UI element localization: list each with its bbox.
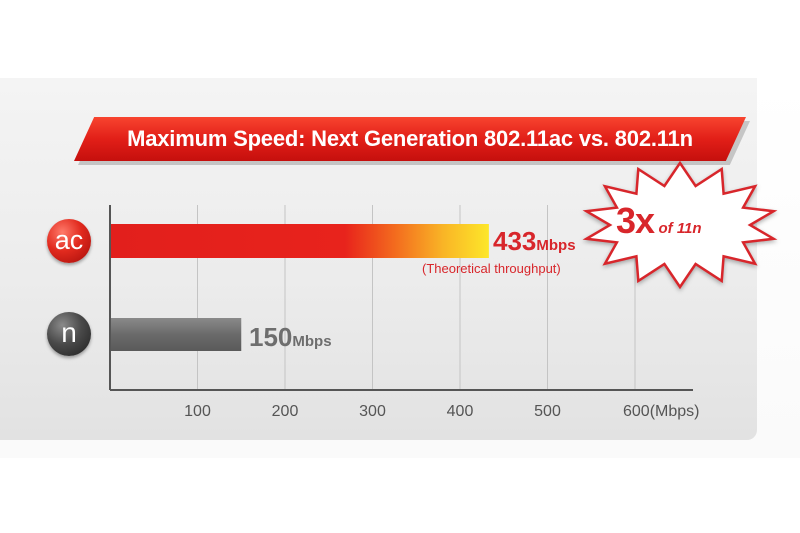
ac-unit: Mbps (536, 237, 576, 254)
x-tick-label: 200 (272, 403, 299, 420)
ac-logo-icon: ac (47, 219, 91, 263)
x-tick-label: 300 (359, 403, 386, 420)
callout-suffix: of 11n (658, 220, 702, 237)
n-unit: Mbps (292, 333, 332, 350)
chart-title: Maximum Speed: Next Generation 802.11ac … (127, 126, 693, 151)
ac-value: 433 (493, 226, 537, 256)
n-logo-icon: n (47, 312, 91, 356)
title-banner (74, 117, 746, 161)
bar-n (110, 318, 242, 351)
bar-ac (110, 224, 489, 258)
ac-note: (Theoretical throughput) (422, 261, 561, 276)
callout-text: 3x of 11n (616, 200, 702, 242)
x-tick-label: 400 (447, 403, 474, 420)
n-value-label: 150Mbps (249, 322, 332, 353)
x-tick-label: 500 (534, 403, 561, 420)
n-value: 150 (249, 322, 293, 352)
callout-multiplier: 3x (616, 200, 655, 241)
ac-value-label: 433Mbps (493, 226, 576, 257)
x-tick-label: 600(Mbps) (623, 403, 699, 420)
x-tick-label: 100 (184, 403, 211, 420)
